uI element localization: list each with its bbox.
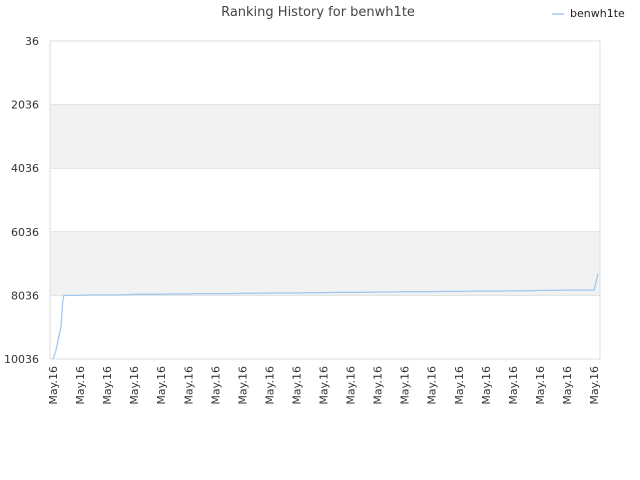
- legend-label: benwh1te: [570, 7, 625, 20]
- x-tick-label: May.16: [399, 366, 412, 405]
- alternating-bands: [50, 41, 600, 359]
- band: [50, 295, 600, 359]
- x-tick-label: May.16: [561, 366, 574, 405]
- x-tick-label: May.16: [480, 366, 493, 405]
- x-tick-label: May.16: [74, 366, 87, 405]
- series-line-benwh1te: [52, 273, 599, 360]
- legend: benwh1te: [552, 7, 625, 20]
- x-tick-label: May.16: [453, 366, 466, 405]
- x-tick-label: May.16: [290, 366, 303, 405]
- x-tick-label: May.16: [101, 366, 114, 405]
- y-tick-label: 36: [25, 35, 39, 48]
- y-tick-label: 8036: [11, 289, 39, 302]
- x-tick-label: May.16: [47, 366, 60, 405]
- band: [50, 41, 600, 105]
- x-tick-label: May.16: [318, 366, 331, 405]
- y-tick-label: 4036: [11, 162, 39, 175]
- x-tick-label: May.16: [534, 366, 547, 405]
- x-tick-label: May.16: [155, 366, 168, 405]
- y-tick-label: 2036: [11, 99, 39, 112]
- chart-title: Ranking History for benwh1te: [221, 5, 415, 20]
- band: [50, 104, 600, 169]
- x-tick-label: May.16: [236, 366, 249, 405]
- x-axis-ticks: May.16 May.16 May.16 May.16 May.16 May.16 May.…: [47, 366, 601, 405]
- x-tick-label: May.16: [507, 366, 520, 405]
- x-tick-label: May.16: [372, 366, 385, 405]
- y-tick-label: 6036: [11, 226, 39, 239]
- x-tick-label: May.16: [345, 366, 358, 405]
- plot-frame: [49, 40, 601, 360]
- x-tick-label: May.16: [426, 366, 439, 405]
- x-tick-label: May.16: [588, 366, 601, 405]
- x-tick-label: May.16: [209, 366, 222, 405]
- x-tick-label: May.16: [263, 366, 276, 405]
- band: [50, 168, 600, 232]
- band: [50, 231, 600, 296]
- x-tick-label: May.16: [182, 366, 195, 405]
- y-axis-ticks: 36 2036 4036 6036 8036 10036: [4, 35, 39, 366]
- series-layer: [52, 273, 599, 360]
- y-tick-label: 10036: [4, 353, 39, 366]
- x-tick-label: May.16: [128, 366, 141, 405]
